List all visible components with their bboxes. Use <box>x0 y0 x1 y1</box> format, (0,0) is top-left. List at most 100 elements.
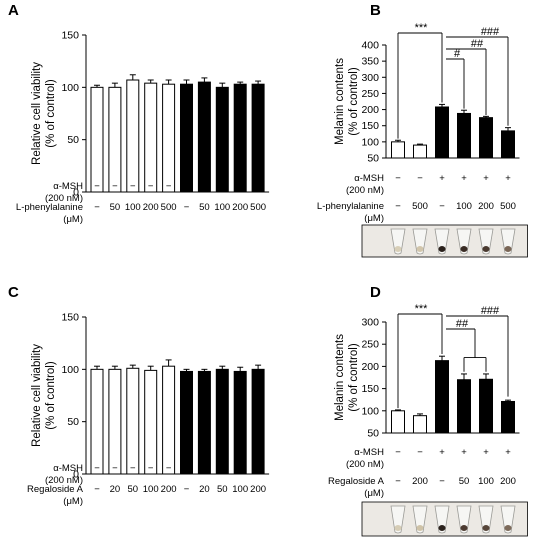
y-tick-label: 200 <box>361 361 379 373</box>
condition-label: α-MSH <box>53 181 83 192</box>
y-axis-label: Melanin contents <box>334 58 346 145</box>
condition-unit: (200 nM) <box>45 193 83 204</box>
bar <box>391 141 405 159</box>
condition-cell: − <box>395 201 401 212</box>
condition-cell: 200 <box>478 201 494 212</box>
condition-cell: − <box>94 463 100 474</box>
bar <box>90 368 104 475</box>
condition-cell: + <box>220 463 226 474</box>
condition-cell: 50 <box>199 202 210 213</box>
tube-pellet <box>394 246 402 252</box>
condition-label: Regaloside A <box>328 476 385 487</box>
condition-cell: + <box>483 173 489 184</box>
bar <box>108 368 122 475</box>
y-tick-label: 250 <box>361 339 379 351</box>
condition-cell: + <box>505 447 511 458</box>
bar <box>162 83 176 193</box>
condition-cell: − <box>166 181 172 192</box>
condition-cell: − <box>94 181 100 192</box>
y-tick-label: 200 <box>361 104 379 116</box>
condition-cell: + <box>255 463 261 474</box>
condition-cell: − <box>417 173 423 184</box>
condition-cell: − <box>184 484 190 495</box>
condition-cell: 200 <box>143 202 159 213</box>
condition-cell: 50 <box>110 202 121 213</box>
tube-pellet <box>394 525 402 531</box>
condition-unit: (200 nM) <box>346 459 384 470</box>
y-tick-label: 150 <box>361 383 379 395</box>
condition-label: α-MSH <box>354 447 384 458</box>
condition-cell: 100 <box>232 484 248 495</box>
bar <box>435 106 449 159</box>
tube-pellet <box>504 525 512 531</box>
condition-cell: − <box>94 484 100 495</box>
tube <box>390 505 406 534</box>
tube <box>434 505 450 534</box>
condition-cell: − <box>395 447 401 458</box>
bar <box>215 86 229 193</box>
significance-mark: *** <box>415 303 429 315</box>
y-tick-label: 0 <box>73 187 79 199</box>
significance-mark: ### <box>481 26 500 38</box>
condition-cell: − <box>112 463 118 474</box>
bar <box>162 365 176 475</box>
y-axis-label: (% of control) <box>348 343 360 412</box>
bar <box>126 79 140 193</box>
condition-label: Regaloside A <box>27 484 84 495</box>
condition-cell: 50 <box>128 484 139 495</box>
condition-cell: 100 <box>214 202 230 213</box>
y-axis-label: (% of control) <box>45 79 57 148</box>
tube <box>456 505 472 534</box>
y-tick-label: 300 <box>361 317 379 329</box>
condition-cell: + <box>184 463 190 474</box>
y-tick-label: 50 <box>367 153 379 165</box>
bar <box>435 360 449 434</box>
y-axis-label: (% of control) <box>45 361 57 430</box>
bar <box>457 379 471 434</box>
y-tick-label: 50 <box>367 428 379 440</box>
bar <box>501 130 515 159</box>
significance-mark: ## <box>471 38 484 50</box>
condition-unit: (μM) <box>364 488 384 499</box>
condition-cell: 100 <box>478 476 494 487</box>
condition-cell: + <box>202 181 208 192</box>
condition-cell: 100 <box>125 202 141 213</box>
bar <box>215 368 229 475</box>
condition-cell: − <box>112 181 118 192</box>
condition-cell: 50 <box>459 476 470 487</box>
tube-pellet <box>416 525 424 531</box>
tube <box>434 228 450 255</box>
condition-cell: 200 <box>412 476 428 487</box>
bar <box>90 86 104 193</box>
tube-pellet <box>482 246 490 252</box>
tube-pellet <box>460 246 468 252</box>
tube <box>456 228 472 255</box>
condition-cell: + <box>439 173 445 184</box>
bar <box>144 82 158 193</box>
bar <box>180 370 193 475</box>
condition-cell: + <box>184 181 190 192</box>
y-tick-label: 350 <box>361 56 379 68</box>
condition-unit: (μM) <box>364 213 384 224</box>
significance-mark: ## <box>456 318 469 330</box>
bar <box>251 368 265 475</box>
condition-cell: + <box>202 463 208 474</box>
bar <box>197 370 211 475</box>
condition-cell: + <box>237 463 243 474</box>
tube-pellet <box>438 246 446 252</box>
y-tick-label: 100 <box>361 136 379 148</box>
condition-cell: − <box>417 447 423 458</box>
y-tick-label: 150 <box>61 30 79 42</box>
condition-cell: − <box>439 476 445 487</box>
panel-letter: B <box>370 2 381 19</box>
y-tick-label: 0 <box>73 469 79 481</box>
tube-pellet <box>460 525 468 531</box>
condition-cell: + <box>237 181 243 192</box>
condition-cell: + <box>483 447 489 458</box>
tube <box>412 228 428 255</box>
y-tick-label: 250 <box>361 88 379 100</box>
y-tick-label: 100 <box>361 405 379 417</box>
bar <box>233 83 247 193</box>
condition-cell: − <box>148 463 154 474</box>
